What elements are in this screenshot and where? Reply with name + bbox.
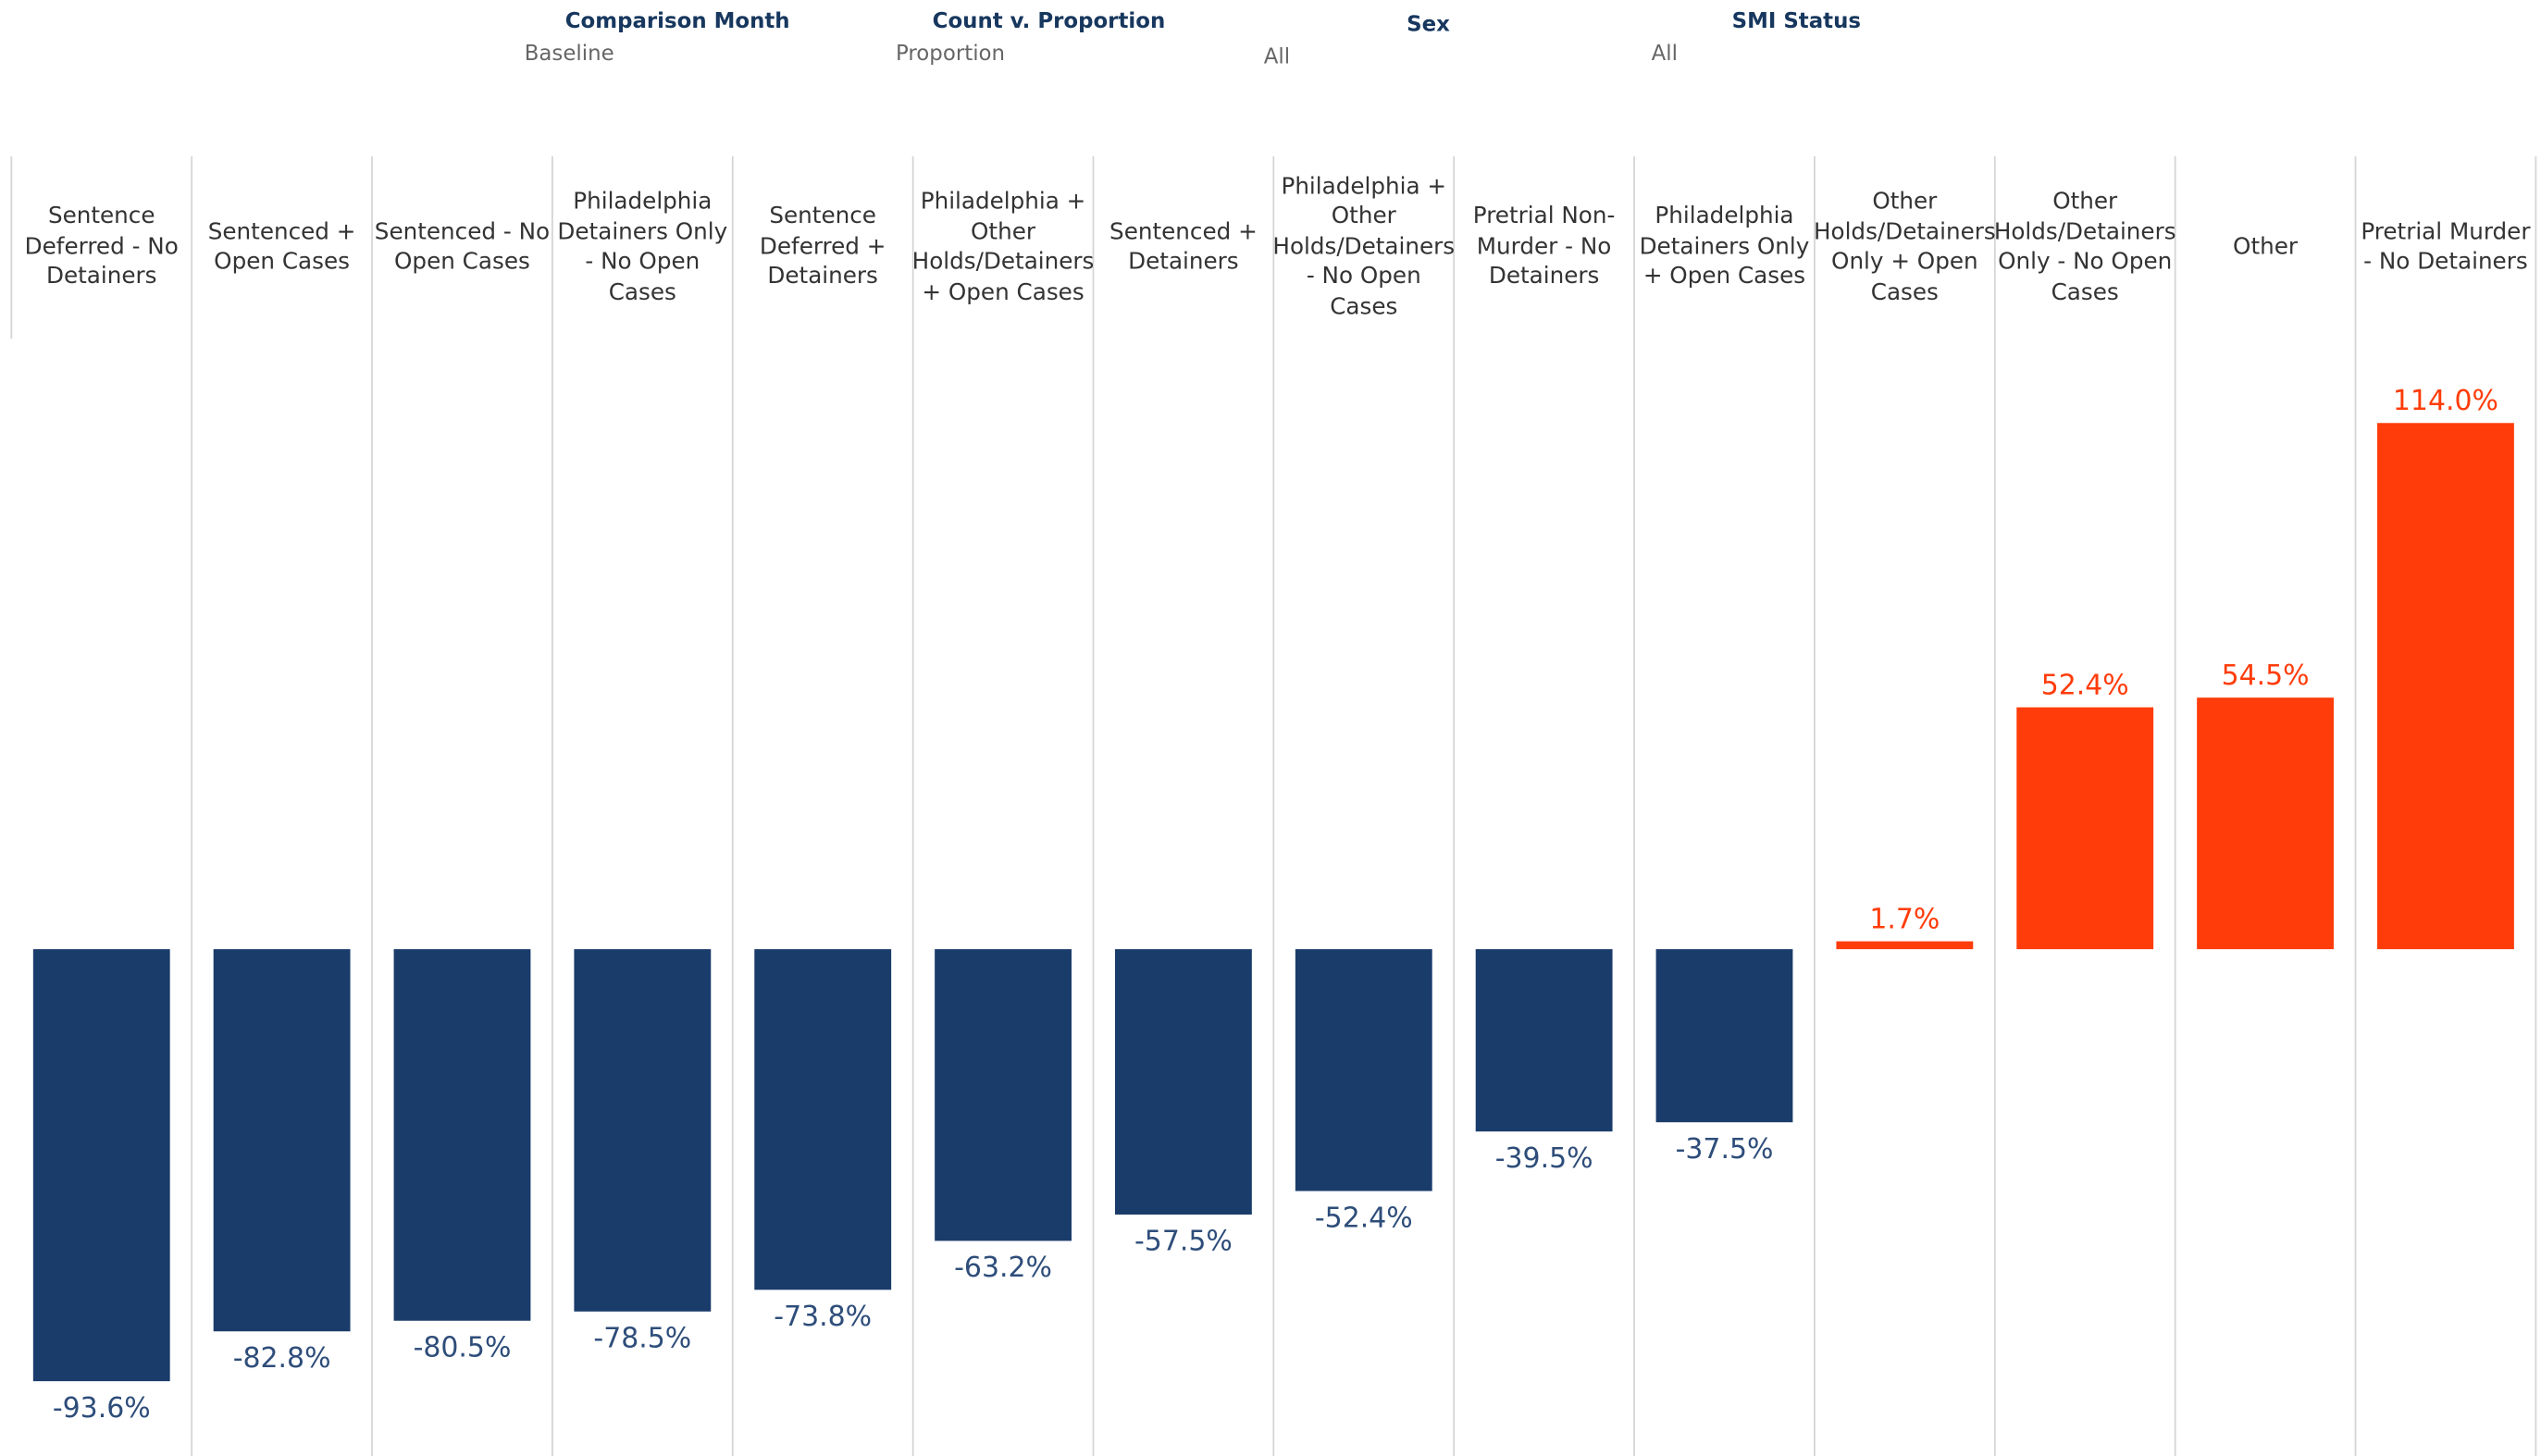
column-header: Sentenced + Detainers [1109, 218, 1258, 276]
value-label: 52.4% [2041, 670, 2129, 702]
bar [574, 949, 712, 1312]
category-label: Philadelphia + Other Holds/Detainers - N… [1273, 173, 1455, 321]
column-header: Sentenced + Open Cases [207, 218, 356, 276]
filter-label[interactable]: SMI Status [1732, 9, 1861, 33]
column-header: Sentenced - No Open Cases [374, 218, 551, 276]
filter-value[interactable]: Baseline [525, 42, 614, 66]
value-label: -63.2% [954, 1252, 1052, 1284]
value-label: -78.5% [593, 1323, 691, 1355]
value-label: 114.0% [2393, 385, 2498, 417]
column-header: Philadelphia + Other Holds/Detainers - N… [1273, 173, 1455, 321]
category-label: Sentence Deferred + Detainers [759, 204, 886, 290]
bar [2377, 423, 2514, 950]
category-label: Other Holds/Detainers Only - No Open Cas… [1994, 189, 2175, 306]
column-header: Sentence Deferred - No Detainers [24, 204, 179, 290]
category-label: Sentenced - No Open Cases [374, 218, 551, 276]
bar [1295, 949, 1432, 1191]
category-label: Sentenced + Open Cases [207, 218, 356, 276]
category-label: Philadelphia Detainers Only - No Open Ca… [557, 189, 728, 306]
category-label: Pretrial Murder - No Detainers [2361, 218, 2531, 276]
column-header: Pretrial Non-Murder - No Detainers [1472, 204, 1616, 290]
filter-label[interactable]: Comparison Month [565, 9, 790, 33]
value-label: -37.5% [1676, 1133, 1774, 1166]
column-header: Philadelphia + Other Holds/Detainers + O… [912, 189, 1094, 306]
value-label: -73.8% [774, 1301, 872, 1333]
column-header: Other Holds/Detainers Only - No Open Cas… [1994, 189, 2175, 306]
bar [2197, 697, 2334, 950]
bar [32, 949, 170, 1382]
bar [1114, 949, 1252, 1215]
category-label: Pretrial Non-Murder - No Detainers [1472, 204, 1616, 290]
value-label: -39.5% [1495, 1142, 1593, 1175]
bar [935, 949, 1072, 1241]
filter-value[interactable]: All [1264, 45, 1290, 69]
value-label: -57.5% [1134, 1226, 1233, 1258]
category-label: Other [2233, 234, 2299, 261]
bar [1655, 949, 1793, 1123]
filter-label[interactable]: Count v. Proportion [933, 9, 1166, 33]
value-label: -52.4% [1315, 1202, 1413, 1234]
bar [213, 949, 351, 1332]
value-label: -82.8% [233, 1342, 331, 1375]
column-header: Other [2233, 234, 2299, 261]
value-label: -93.6% [53, 1392, 151, 1425]
bar [2016, 707, 2154, 950]
column-header: Other Holds/Detainers Only + Open Cases [1814, 189, 1995, 306]
bar [1475, 949, 1613, 1132]
value-label: -80.5% [414, 1331, 512, 1363]
column-header: Pretrial Murder - No Detainers [2361, 218, 2531, 276]
column-header: Sentence Deferred + Detainers [759, 204, 886, 290]
category-label: Sentence Deferred - No Detainers [24, 204, 179, 290]
category-label: Philadelphia Detainers Only + Open Cases [1639, 204, 1810, 290]
bar [393, 949, 531, 1321]
value-label: 54.5% [2222, 660, 2310, 692]
bar [754, 949, 892, 1290]
column-header: Philadelphia Detainers Only + Open Cases [1639, 204, 1810, 290]
filter-value[interactable]: All [1652, 42, 1678, 66]
category-label: Sentenced + Detainers [1109, 218, 1258, 276]
category-label: Other Holds/Detainers Only + Open Cases [1814, 189, 1995, 306]
column-header: Philadelphia Detainers Only - No Open Ca… [557, 189, 728, 306]
bar [1836, 941, 1974, 950]
filter-value[interactable]: Proportion [896, 42, 1005, 66]
filter-label[interactable]: Sex [1407, 12, 1450, 36]
category-label: Philadelphia + Other Holds/Detainers + O… [912, 189, 1094, 306]
value-label: 1.7% [1869, 904, 1940, 936]
